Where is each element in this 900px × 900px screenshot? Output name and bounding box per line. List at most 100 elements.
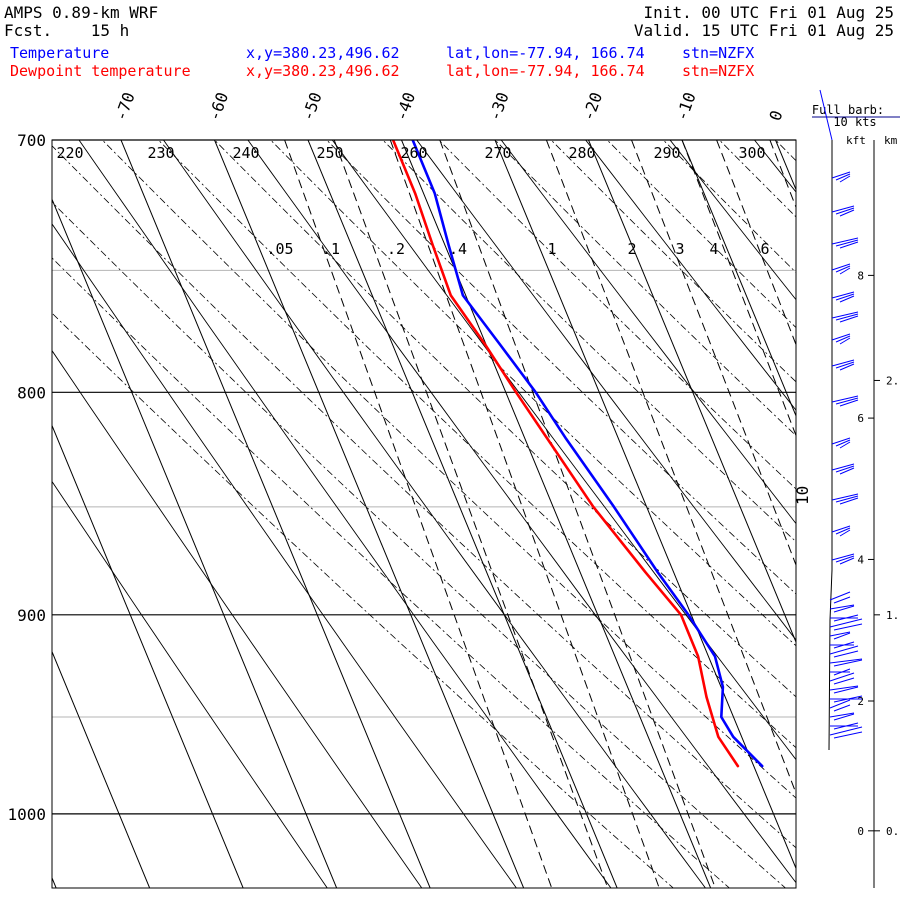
isotherm-line (494, 140, 796, 870)
pressure-tick-label: 900 (17, 606, 46, 625)
dry-adiabats (52, 113, 900, 900)
wind-barb (831, 437, 851, 449)
mixing-ratio-label: 2 (627, 240, 636, 258)
isotherm-line (307, 140, 618, 888)
isotherm-line (52, 424, 244, 888)
wind-barb (833, 704, 851, 712)
temperature-xy: x,y=380.23,496.62 (246, 44, 400, 62)
wind-barb (833, 668, 851, 676)
dry-adiabat-line (52, 480, 328, 888)
mixing-ratio-label: 3 (675, 240, 684, 258)
dry-adiabat-line (585, 140, 796, 411)
dry-adiabat-label: 240 (232, 144, 259, 162)
mixing-ratio-line (716, 140, 796, 346)
kft-tick-label: 4 (857, 553, 864, 566)
moist-adiabat-line (52, 201, 787, 888)
temperature-legend: Temperature (10, 44, 110, 62)
wind-barb (833, 713, 855, 721)
wind-barb (833, 731, 863, 739)
temperature-tick-label: -20 (578, 90, 606, 124)
pressure-tick-label: 1000 (7, 805, 46, 824)
dry-adiabat-label: 290 (653, 144, 680, 162)
dry-adiabat-line (500, 140, 796, 525)
isotherm-line (52, 197, 338, 888)
isotherm-line (587, 140, 796, 644)
moist-adiabat-line (550, 140, 796, 383)
wind-barb (833, 677, 855, 685)
moist-adiabat-line (157, 140, 796, 749)
moist-adiabat-line (606, 140, 796, 329)
isotherm-line (400, 140, 712, 888)
wind-barb (831, 333, 851, 345)
wind-barb (833, 650, 859, 658)
model-title: AMPS 0.89-km WRF (4, 3, 159, 22)
mixing-ratio-line (681, 140, 796, 437)
moist-adiabat-line (101, 140, 796, 799)
wind-barb (829, 618, 863, 628)
dry-adiabat-line (78, 140, 612, 888)
dewpoint-station: stn=NZFX (682, 62, 755, 80)
wind-barb (831, 205, 855, 217)
wind-barb (819, 89, 833, 141)
dry-adiabat-line (52, 223, 517, 888)
dry-adiabat-label: 260 (400, 144, 427, 162)
temperature-tick-label: -50 (298, 90, 326, 124)
wind-barb (831, 237, 859, 249)
moist-adiabat-line (805, 113, 900, 900)
moist-adiabat-label: 10 (793, 486, 812, 505)
wind-barb (831, 263, 851, 275)
mixing-ratio-label: .2 (387, 240, 405, 258)
isotherms (52, 140, 796, 888)
isotherm-line (681, 140, 796, 418)
kft-tick-label: 6 (857, 412, 864, 425)
temperature-tick-label: -10 (672, 90, 700, 124)
wind-barb (829, 726, 863, 736)
full-barb-label: Full barb: (812, 103, 884, 117)
wind-barb (831, 493, 859, 505)
wind-barb (833, 659, 863, 667)
wind-barb (833, 686, 859, 694)
mixing-ratio-line (631, 140, 796, 567)
dry-adiabat-line (817, 113, 900, 900)
kft-tick-label: 8 (857, 269, 864, 282)
moist-adiabat-line (494, 140, 796, 437)
valid-time: Valid. 15 UTC Fri 01 Aug 25 (633, 21, 894, 40)
wind-barb (831, 525, 851, 537)
pressure-tick-label: 800 (17, 383, 46, 402)
mixing-ratio-label: .1 (322, 240, 340, 258)
wind-barb (829, 591, 851, 601)
moist-adiabat-line (52, 145, 796, 849)
temperature-latlon: lat,lon=-77.94, 166.74 (446, 44, 645, 62)
temperature-station: stn=NZFX (682, 44, 755, 62)
mixing-ratio-line (389, 140, 660, 888)
moist-adiabat-line (213, 140, 796, 698)
wind-barb (829, 699, 851, 709)
dry-adiabat-label: 280 (568, 144, 595, 162)
mixing-ratio-label: .4 (449, 240, 467, 258)
wind-barb (833, 596, 851, 604)
dry-adiabat-line (331, 140, 796, 761)
wind-barb (831, 395, 859, 407)
dry-adiabat-line (416, 140, 796, 641)
dry-adiabat-line (669, 140, 796, 301)
km-tick-label: 2. (886, 374, 899, 387)
dry-adiabat-label: 300 (738, 144, 765, 162)
wind-barb (831, 359, 855, 371)
wind-barb (833, 632, 851, 640)
wind-barb (829, 685, 859, 691)
init-time: Init. 00 UTC Fri 01 Aug 25 (643, 3, 894, 22)
moist-adiabat-line (270, 140, 796, 647)
dry-adiabat-label: 220 (56, 144, 83, 162)
wind-barb (829, 631, 851, 637)
full-barb-value: 10 kts (833, 115, 876, 129)
moist-adiabat-line (438, 140, 796, 490)
dry-adiabat-label: 230 (147, 144, 174, 162)
kft-tick-label: 0 (857, 825, 864, 838)
pressure-tick-label: 700 (17, 131, 46, 150)
mixing-ratio-line (439, 140, 716, 888)
moist-adiabat-line (662, 140, 796, 274)
wind-barb (831, 463, 855, 475)
wind-barb (831, 291, 855, 303)
wind-barb (831, 311, 859, 323)
mixing-ratio-lines (284, 140, 796, 888)
